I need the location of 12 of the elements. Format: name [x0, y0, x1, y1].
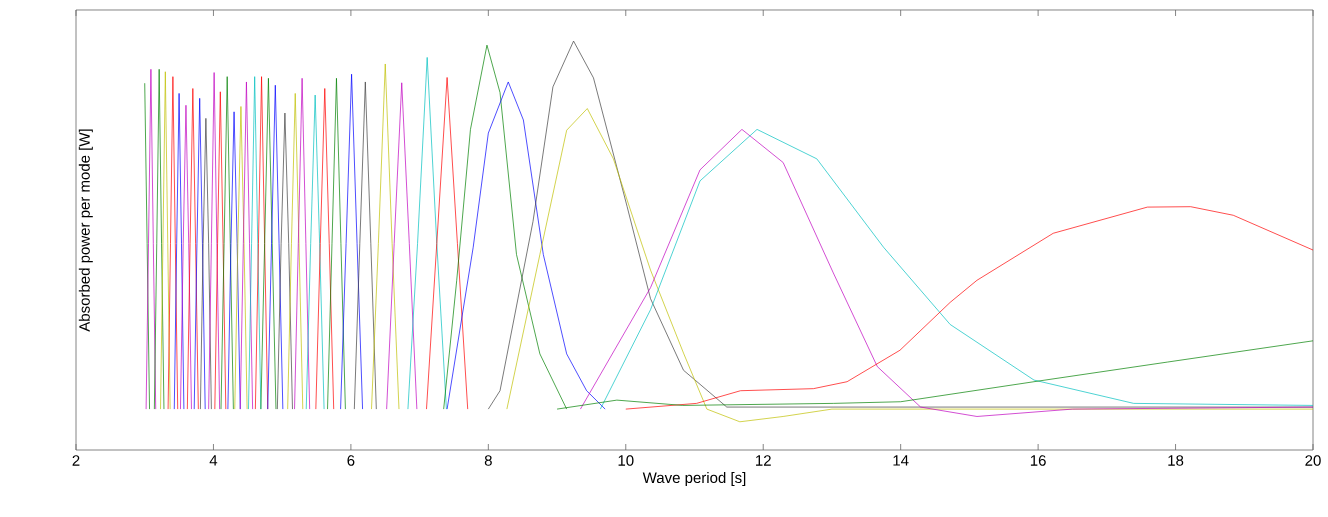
x-tick-label: 4 [209, 455, 218, 466]
x-tick-label: 18 [1168, 455, 1184, 466]
x-axis-title: Wave period [s] [642, 472, 746, 486]
y-axis-title: Absorbed power per mode [W] [78, 129, 93, 332]
x-tick-label: 14 [893, 455, 909, 466]
x-tick-label: 16 [1030, 455, 1046, 466]
x-tick-label: 2 [72, 455, 80, 466]
x-tick-label: 20 [1305, 455, 1321, 466]
x-tick-label: 10 [618, 455, 634, 466]
x-tick-label: 6 [347, 455, 355, 466]
x-tick-label: 12 [756, 455, 771, 466]
x-tick-label: 8 [484, 455, 492, 466]
